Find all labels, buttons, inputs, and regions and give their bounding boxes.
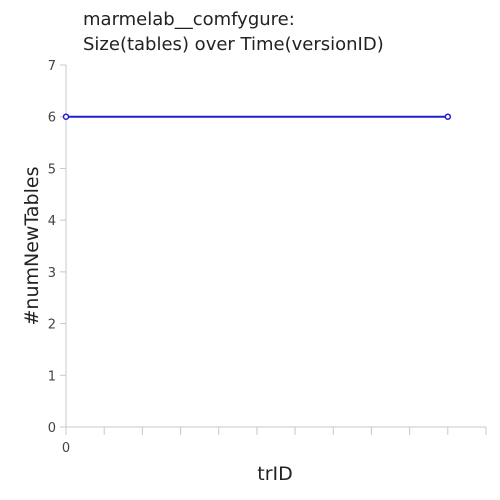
chart-title-line-2: Size(tables) over Time(versionID) <box>83 34 384 55</box>
y-axis-ticks: 0 1 2 3 4 5 6 7 <box>48 59 66 436</box>
y-tick-label: 6 <box>48 111 56 126</box>
chart-title-line-1: marmelab__comfygure: <box>83 9 295 30</box>
y-tick-label: 1 <box>48 369 56 384</box>
y-tick-label: 4 <box>48 214 56 229</box>
y-axis-label: #numNewTables <box>21 167 43 326</box>
series-layer <box>62 113 452 120</box>
y-tick-label: 5 <box>48 162 56 177</box>
y-tick-label: 7 <box>48 59 56 74</box>
x-axis-ticks: 0 <box>62 427 487 456</box>
x-axis-label: trID <box>257 463 293 485</box>
data-point[interactable] <box>62 113 70 120</box>
x-tick-label: 0 <box>62 441 70 456</box>
y-tick-label: 3 <box>48 266 56 281</box>
data-point[interactable] <box>444 113 452 120</box>
y-tick-label: 0 <box>48 421 56 436</box>
y-tick-label: 2 <box>48 318 56 333</box>
